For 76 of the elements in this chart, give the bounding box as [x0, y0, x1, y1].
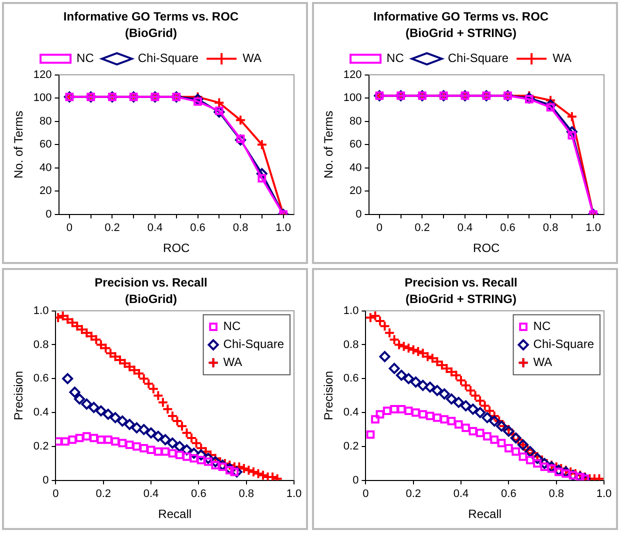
- x-tick-label: 0.2: [414, 222, 430, 234]
- x-tick-label: 0.8: [542, 222, 558, 234]
- y-tick-label: 100: [33, 92, 52, 104]
- x-tick-label: 1.0: [276, 222, 291, 234]
- legend-label: WA: [533, 355, 552, 370]
- chart-title: Precision vs. Recall: [404, 276, 518, 290]
- y-tick-label: 0.4: [33, 406, 49, 419]
- legend-label: WA: [242, 51, 262, 66]
- chart-subtitle: (BioGrid + STRING): [406, 26, 517, 40]
- x-tick-label: 0.4: [147, 222, 163, 234]
- y-axis-title: No. of Terms: [12, 110, 26, 179]
- x-tick-label: 1.0: [586, 222, 601, 234]
- x-tick-label: 1.0: [286, 488, 302, 500]
- x-tick-label: 0.2: [104, 222, 120, 234]
- chart-title: Informative GO Terms vs. ROC: [63, 10, 239, 24]
- chart-title: Informative GO Terms vs. ROC: [373, 10, 549, 24]
- x-tick-label: 1.0: [596, 488, 612, 500]
- y-tick-label: 0.8: [33, 338, 49, 351]
- legend-label: NC: [76, 51, 94, 66]
- legend-label: Chi-Square: [533, 337, 594, 352]
- y-axis-title: Precision: [322, 370, 336, 420]
- x-tick-label: 0.2: [96, 488, 111, 500]
- y-tick-label: 40: [350, 162, 362, 174]
- y-tick-label: 60: [40, 138, 52, 151]
- legend-label: Chi-Square: [223, 337, 284, 352]
- y-tick-label: 120: [343, 68, 362, 81]
- x-tick-label: 0.2: [406, 488, 421, 500]
- y-tick-label: 40: [40, 162, 52, 174]
- x-axis-title: ROC: [163, 241, 190, 256]
- x-axis-title: Recall: [468, 507, 502, 522]
- y-tick-label: 0: [46, 208, 52, 220]
- x-tick-label: 0.6: [190, 222, 206, 234]
- y-tick-label: 0: [42, 474, 49, 486]
- y-tick-label: 100: [343, 92, 362, 104]
- y-tick-label: 20: [40, 185, 52, 198]
- y-tick-label: 0.2: [343, 440, 359, 453]
- y-tick-label: 0.6: [33, 372, 49, 385]
- y-tick-label: 1.0: [343, 304, 359, 317]
- legend-label: NC: [533, 319, 551, 334]
- y-tick-label: 60: [350, 138, 362, 151]
- chart-subtitle: (BioGrid): [125, 26, 177, 40]
- y-tick-label: 0.2: [33, 440, 49, 453]
- y-axis-title: No. of Terms: [322, 110, 336, 179]
- y-tick-label: 1.0: [33, 304, 49, 317]
- legend-label: WA: [552, 51, 572, 66]
- x-tick-label: 0: [376, 222, 383, 234]
- x-tick-label: 0.4: [143, 488, 159, 500]
- y-tick-label: 0: [352, 474, 359, 486]
- legend-label: Chi-Square: [448, 51, 509, 66]
- y-tick-label: 80: [350, 115, 362, 128]
- x-tick-label: 0.6: [500, 222, 516, 234]
- y-tick-label: 0.8: [343, 338, 359, 351]
- x-axis-title: Recall: [158, 507, 192, 522]
- x-tick-label: 0: [66, 222, 73, 234]
- legend-label: WA: [223, 355, 242, 370]
- legend-label: NC: [386, 51, 404, 66]
- x-tick-label: 0.8: [238, 488, 254, 500]
- y-tick-label: 0: [356, 208, 362, 220]
- chart-subtitle: (BioGrid): [125, 292, 177, 306]
- y-tick-label: 0.6: [343, 372, 359, 385]
- legend-label: NC: [223, 319, 241, 334]
- y-tick-label: 80: [40, 115, 52, 128]
- y-axis-title: Precision: [12, 370, 26, 420]
- x-tick-label: 0.8: [232, 222, 248, 234]
- y-tick-label: 120: [33, 68, 52, 81]
- x-tick-label: 0.4: [453, 488, 469, 500]
- y-tick-label: 0.4: [343, 406, 359, 419]
- y-tick-label: 20: [350, 185, 362, 198]
- x-tick-label: 0.4: [457, 222, 473, 234]
- x-tick-label: 0.8: [548, 488, 564, 500]
- legend-label: Chi-Square: [138, 51, 199, 66]
- chart-title: Precision vs. Recall: [94, 276, 208, 290]
- x-tick-label: 0.6: [501, 488, 516, 500]
- x-axis-title: ROC: [473, 241, 500, 256]
- x-tick-label: 0.6: [191, 488, 206, 500]
- chart-subtitle: (BioGrid + STRING): [406, 292, 517, 306]
